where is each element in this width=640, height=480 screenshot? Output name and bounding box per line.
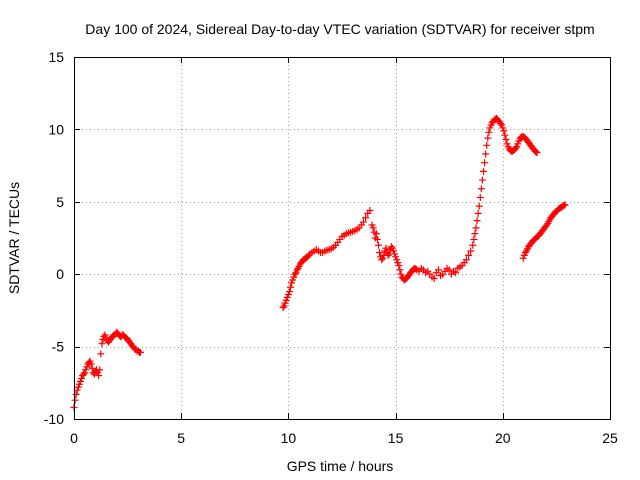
- data-point: [87, 360, 95, 368]
- data-point: [372, 230, 380, 238]
- y-tick-label: -10: [44, 411, 64, 427]
- data-point: [481, 159, 489, 167]
- data-point: [95, 372, 103, 380]
- data-point: [561, 201, 569, 209]
- series-segment-3: [368, 115, 541, 284]
- data-point: [395, 262, 403, 270]
- y-tick-label: 0: [56, 266, 64, 282]
- data-point: [474, 209, 482, 217]
- data-point: [470, 235, 478, 243]
- x-tick-label: 0: [70, 430, 78, 446]
- data-point: [464, 251, 472, 259]
- data-point: [462, 256, 470, 264]
- data-point: [471, 230, 479, 238]
- data-point: [98, 340, 106, 348]
- x-tick-labels: 0 5 10 15 20 25: [70, 430, 618, 446]
- data-point: [497, 120, 505, 128]
- data-point: [362, 214, 370, 222]
- x-tick-label: 25: [602, 430, 618, 446]
- data-point: [72, 390, 80, 398]
- data-point: [467, 247, 475, 255]
- y-axis-label: SDTVAR / TECUs: [6, 182, 22, 294]
- data-point: [291, 270, 299, 278]
- y-tick-labels: -10 -5 0 5 10 15: [44, 49, 64, 427]
- data-point: [387, 243, 395, 251]
- data-point: [452, 269, 460, 277]
- data-point: [376, 248, 384, 256]
- data-point: [476, 193, 484, 201]
- data-point: [382, 244, 390, 252]
- y-tick-label: -5: [52, 339, 65, 355]
- series-segment-2: [279, 206, 374, 312]
- data-point: [473, 217, 481, 225]
- data-point: [484, 134, 492, 142]
- data-point: [285, 288, 293, 296]
- series-segment-1: [70, 328, 144, 411]
- y-tick-label: 10: [48, 121, 64, 137]
- y-tick-label: 5: [56, 194, 64, 210]
- data-points: [70, 115, 569, 411]
- x-tick-label: 20: [495, 430, 511, 446]
- plot-frame: [74, 57, 611, 420]
- data-point: [359, 218, 367, 226]
- data-point: [501, 131, 509, 139]
- x-tick-label: 10: [281, 430, 297, 446]
- grid: [74, 57, 610, 419]
- data-point: [560, 201, 568, 209]
- data-point: [543, 221, 551, 229]
- data-point: [97, 350, 105, 358]
- data-point: [478, 176, 486, 184]
- data-point: [472, 224, 480, 232]
- data-point: [287, 283, 295, 291]
- data-point: [71, 396, 79, 404]
- data-point: [521, 248, 529, 256]
- data-point: [366, 206, 374, 214]
- data-point: [136, 348, 144, 356]
- data-point: [469, 241, 477, 249]
- data-point: [80, 370, 88, 378]
- data-point: [384, 251, 392, 259]
- data-point: [502, 136, 510, 144]
- chart-title: Day 100 of 2024, Sidereal Day-to-day VTE…: [85, 21, 594, 37]
- data-point: [483, 141, 491, 149]
- data-point: [485, 128, 493, 136]
- data-point: [477, 185, 485, 193]
- data-point: [445, 266, 453, 274]
- data-point: [96, 366, 104, 374]
- data-point: [396, 266, 404, 274]
- data-point: [500, 127, 508, 135]
- x-tick-label: 15: [388, 430, 404, 446]
- data-point: [369, 224, 377, 232]
- series-segment-4: [519, 201, 569, 262]
- data-point: [475, 202, 483, 210]
- data-point: [512, 144, 520, 152]
- data-point: [533, 149, 541, 157]
- data-point: [279, 304, 287, 312]
- data-point: [532, 148, 540, 156]
- data-point: [374, 241, 382, 249]
- data-point: [378, 256, 386, 264]
- data-point: [482, 150, 490, 158]
- data-point: [430, 275, 438, 283]
- data-point: [293, 266, 301, 274]
- data-point: [373, 235, 381, 243]
- x-tick-label: 5: [177, 430, 185, 446]
- data-point: [434, 266, 442, 274]
- y-tick-label: 15: [48, 49, 64, 65]
- data-point: [480, 167, 488, 175]
- x-axis-label: GPS time / hours: [287, 458, 394, 474]
